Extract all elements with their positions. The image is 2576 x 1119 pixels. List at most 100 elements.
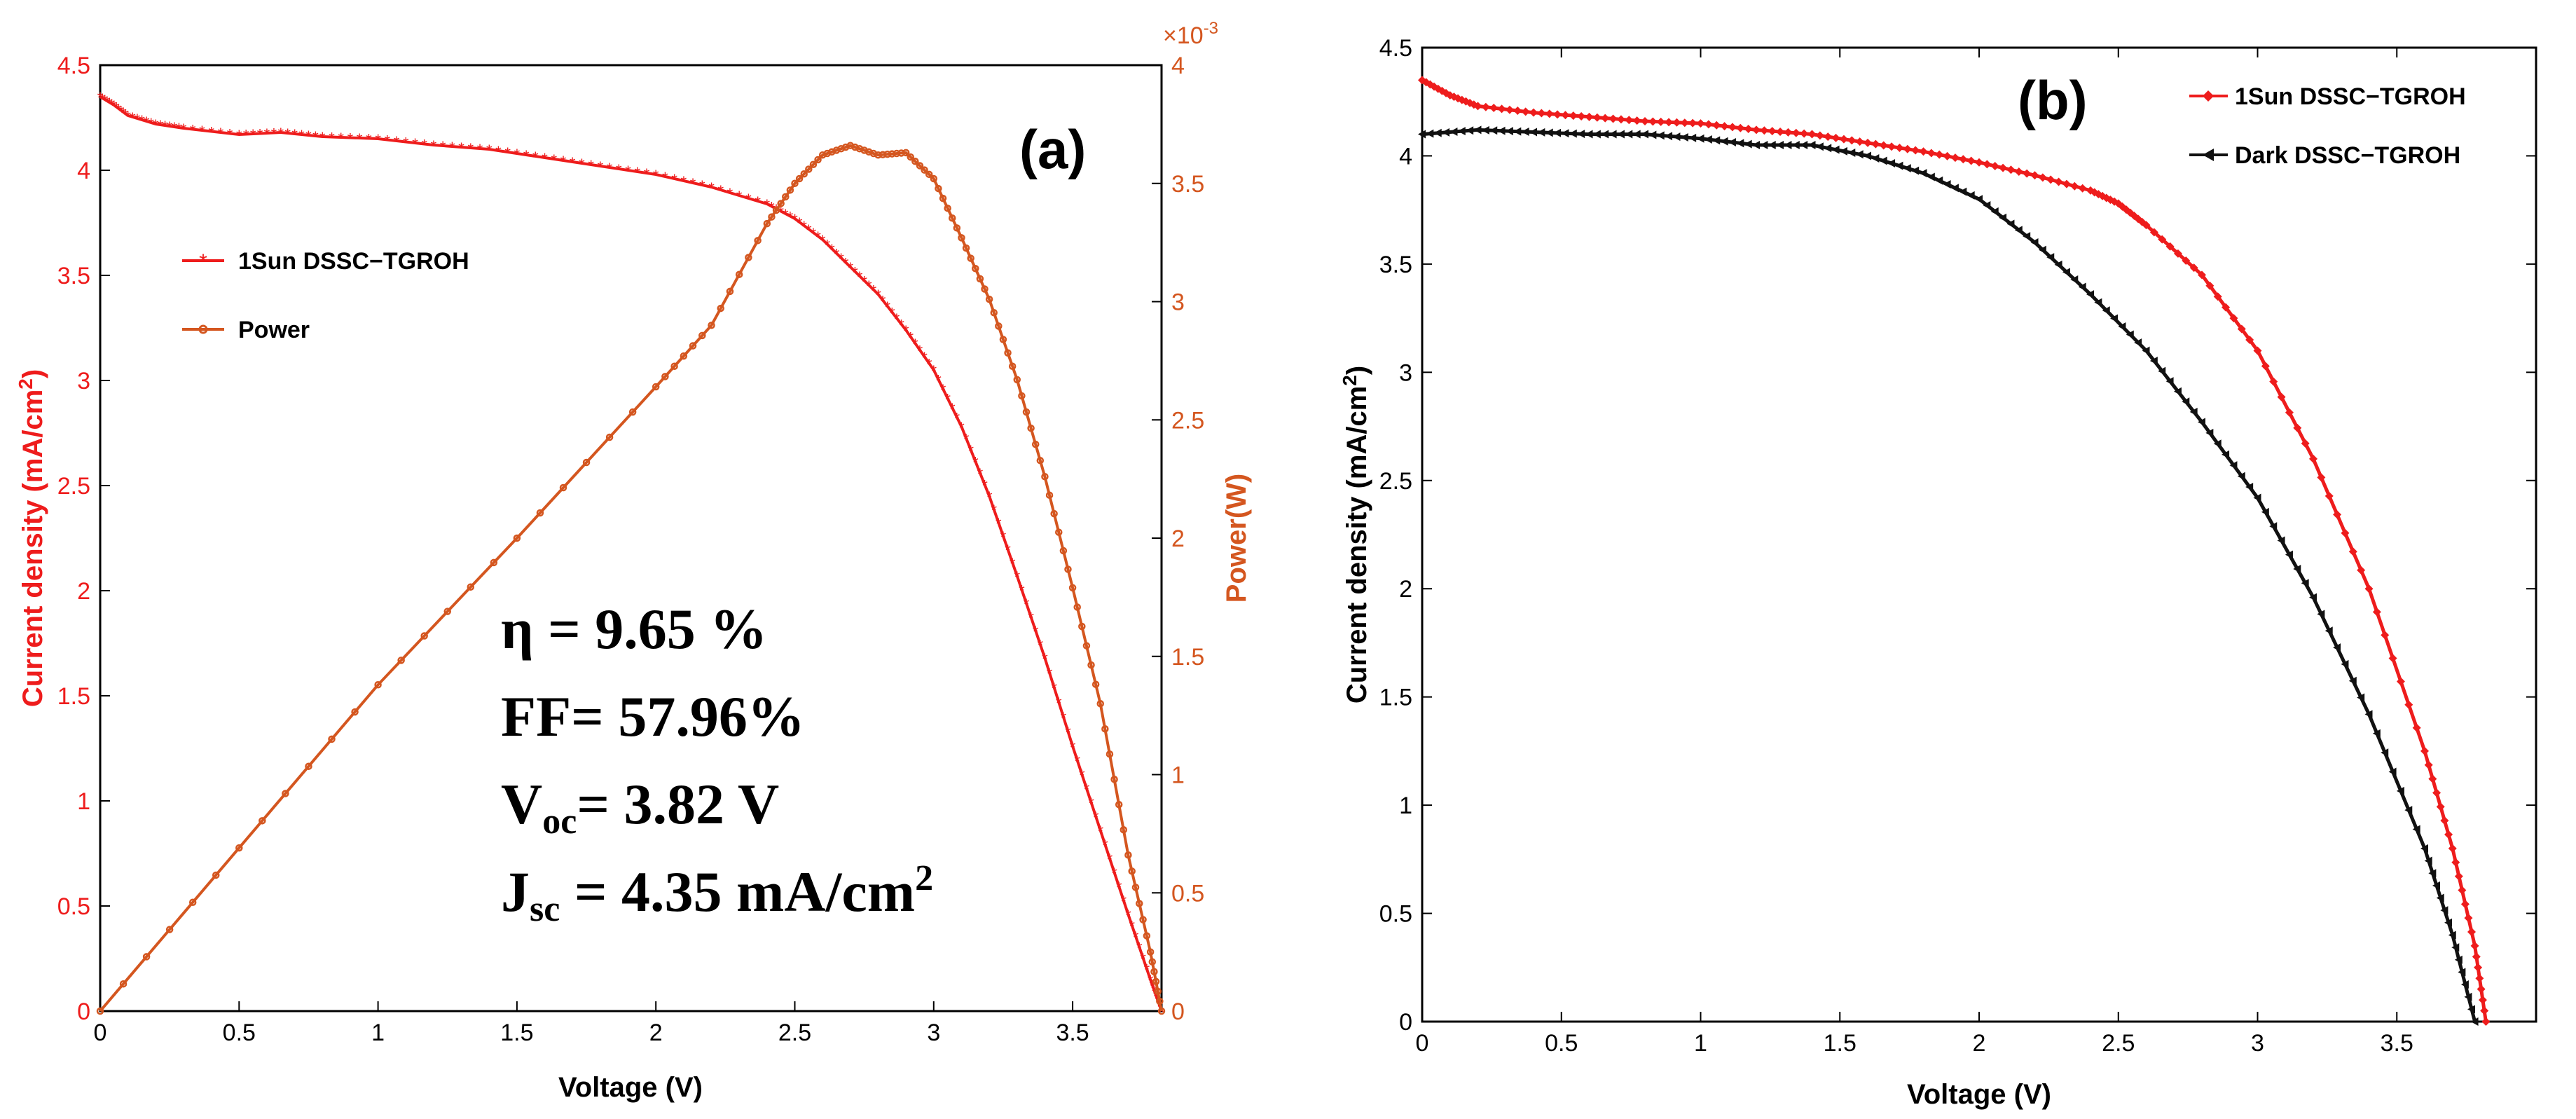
series-marker-dark-b	[2348, 676, 2357, 685]
series-marker-dark-b	[2412, 825, 2420, 834]
series-marker-1sun-b	[2309, 454, 2317, 463]
series-marker-1sun: *	[588, 157, 594, 174]
series-marker-1sun: *	[243, 127, 249, 144]
series-marker-power	[768, 213, 776, 221]
series-marker-dark-b	[1696, 134, 1704, 143]
series-marker-power	[939, 194, 947, 202]
series-marker-1sun: *	[394, 133, 400, 151]
series-marker-1sun-b	[1975, 158, 1983, 167]
series-marker-1sun: *	[449, 139, 455, 156]
series-marker-power	[1106, 750, 1114, 758]
series-marker-1sun: *	[542, 150, 548, 167]
series-marker-power	[1022, 408, 1031, 416]
series-marker-1sun: *	[570, 154, 576, 172]
series-marker-1sun: *	[158, 117, 164, 135]
series-marker-1sun-b	[1967, 156, 1976, 165]
series-marker-1sun-b	[2301, 439, 2310, 448]
series-marker-1sun-b	[2285, 408, 2294, 417]
series-marker-1sun: *	[338, 130, 344, 147]
series-marker-1sun: *	[1159, 1003, 1165, 1021]
series-marker-power	[958, 234, 965, 242]
series-marker-1sun: *	[852, 264, 858, 282]
series-marker-power	[976, 275, 984, 283]
series-marker-power	[995, 322, 1003, 330]
series-marker-1sun-b	[1601, 114, 1610, 123]
series-marker-1sun-b	[2046, 175, 2055, 184]
series-marker-power	[754, 237, 762, 245]
series-marker-1sun: *	[514, 146, 521, 163]
series-marker-power	[1068, 584, 1077, 592]
series-marker-power	[999, 336, 1007, 343]
series-marker-1sun: *	[135, 111, 141, 128]
series-marker-1sun-b	[2404, 700, 2413, 709]
series-marker-1sun-b	[2165, 242, 2175, 251]
series-marker-1sun: *	[468, 140, 474, 158]
series-marker-power	[661, 373, 669, 380]
series-marker-dark-b	[1704, 135, 1712, 144]
series-marker-dark-b	[1752, 141, 1760, 149]
series-marker-dark-b	[1864, 151, 1871, 160]
series-marker-power	[962, 244, 970, 252]
panel-b-x-tick-label: 3	[2251, 1030, 2264, 1057]
series-marker-dark-b	[1903, 164, 1911, 173]
panel-a-x-tick-label: 3	[927, 1020, 940, 1046]
series-marker-1sun-b	[2412, 723, 2421, 732]
series-marker-power	[1110, 776, 1118, 783]
panel-a-left-y-tick-label: 1.5	[57, 683, 90, 710]
series-marker-dark-b	[2324, 626, 2333, 636]
series-marker-1sun: *	[109, 96, 115, 114]
series-marker-1sun: *	[671, 171, 677, 188]
series-marker-dark-b	[1855, 150, 1864, 159]
panel-b-plot-area	[1421, 46, 2537, 1023]
series-marker-power	[907, 153, 914, 161]
series-marker-1sun: *	[1097, 823, 1103, 840]
series-marker-dark-b	[1656, 131, 1665, 140]
series-marker-dark-b	[1950, 184, 1959, 193]
series-marker-1sun-b	[1990, 162, 1999, 171]
panel-a-left-y-tick-label: 0	[77, 998, 90, 1025]
series-marker-dark-b	[1831, 145, 1840, 154]
series-marker-dark-b	[1505, 127, 1513, 136]
series-marker-1sun-b	[1903, 144, 1912, 153]
series-marker-1sun: *	[1047, 665, 1053, 682]
series-marker-1sun-b	[1489, 104, 1499, 113]
series-marker-dark-b	[2142, 346, 2150, 355]
series-marker-1sun-b	[2142, 221, 2151, 230]
series-marker-1sun: *	[431, 137, 437, 155]
series-marker-dark-b	[2006, 219, 2015, 228]
series-marker-power	[680, 352, 688, 360]
series-marker-dark-b	[1791, 141, 1800, 149]
series-marker-power	[582, 458, 591, 467]
series-marker-power	[420, 632, 428, 640]
series-marker-1sun-b	[2222, 303, 2231, 312]
panel-b-y-axis-label: Current density (mA/cm2)	[1339, 366, 1372, 703]
series-marker-1sun-b	[1950, 153, 1959, 163]
series-marker-1sun-b	[1569, 111, 1578, 121]
series-marker-dark-b	[2229, 461, 2238, 470]
series-marker-1sun: *	[871, 282, 877, 300]
series-marker-dark-b	[1529, 128, 1537, 137]
series-marker-1sun: *	[996, 515, 1002, 533]
series-marker-1sun: *	[778, 204, 784, 221]
metric-voc: Voc= 3.82 V	[501, 772, 779, 842]
series-marker-1sun-b	[1927, 149, 1936, 158]
series-marker-1sun: *	[385, 132, 391, 150]
series-marker-1sun: *	[967, 442, 974, 460]
series-marker-1sun: *	[1121, 893, 1127, 910]
series-marker-1sun: *	[907, 329, 914, 347]
series-marker-dark-b	[1839, 146, 1847, 156]
series-marker-dark-b	[2301, 579, 2309, 588]
series-marker-1sun: *	[120, 104, 127, 122]
series-marker-dark-b	[1983, 201, 1991, 210]
series-marker-power	[351, 708, 359, 716]
series-marker-1sun-b	[1648, 117, 1658, 126]
series-marker-1sun-b	[1855, 137, 1864, 146]
series-marker-dark-b	[1672, 132, 1681, 142]
series-marker-power	[490, 558, 498, 567]
series-marker-dark-b	[2198, 418, 2205, 427]
series-marker-1sun-b	[1983, 160, 1992, 169]
series-marker-1sun-b	[1784, 128, 1793, 137]
series-marker-dark-b	[2102, 306, 2110, 315]
series-marker-power	[1031, 440, 1040, 448]
series-marker-power	[652, 383, 660, 391]
